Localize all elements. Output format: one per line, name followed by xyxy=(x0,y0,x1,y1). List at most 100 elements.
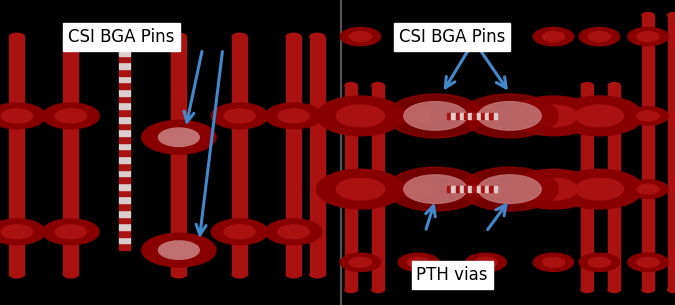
Bar xyxy=(119,211,130,217)
Circle shape xyxy=(637,32,659,42)
Circle shape xyxy=(628,27,668,46)
Circle shape xyxy=(63,271,78,278)
Bar xyxy=(642,15,654,290)
Circle shape xyxy=(642,13,654,18)
Circle shape xyxy=(404,175,467,203)
Circle shape xyxy=(310,271,325,278)
Bar xyxy=(477,186,481,192)
Circle shape xyxy=(404,102,467,130)
Circle shape xyxy=(265,219,322,245)
Bar xyxy=(464,186,468,192)
Circle shape xyxy=(350,32,371,42)
Bar xyxy=(489,113,493,119)
Circle shape xyxy=(55,225,86,239)
Circle shape xyxy=(628,253,668,271)
Circle shape xyxy=(628,107,668,125)
Circle shape xyxy=(336,105,385,127)
Circle shape xyxy=(286,271,301,278)
Circle shape xyxy=(63,33,78,40)
Circle shape xyxy=(581,287,593,292)
Circle shape xyxy=(408,111,429,121)
Bar xyxy=(481,186,485,192)
Circle shape xyxy=(588,32,610,42)
Circle shape xyxy=(43,103,99,129)
Circle shape xyxy=(171,33,186,40)
Circle shape xyxy=(345,287,357,292)
Bar xyxy=(119,137,130,143)
Circle shape xyxy=(211,219,268,245)
Circle shape xyxy=(475,111,497,121)
Circle shape xyxy=(224,109,255,123)
Bar xyxy=(608,85,620,290)
Bar xyxy=(119,184,130,190)
Circle shape xyxy=(575,105,624,127)
Bar xyxy=(119,170,130,176)
Circle shape xyxy=(556,169,643,209)
Circle shape xyxy=(529,178,578,200)
Bar xyxy=(468,186,472,192)
Bar xyxy=(119,238,130,243)
Circle shape xyxy=(510,96,597,136)
Bar xyxy=(485,113,489,119)
Bar xyxy=(119,110,130,116)
Bar xyxy=(493,113,497,119)
Circle shape xyxy=(159,241,199,259)
Circle shape xyxy=(398,253,439,271)
Circle shape xyxy=(0,103,45,129)
Circle shape xyxy=(387,94,484,138)
Circle shape xyxy=(43,219,99,245)
Circle shape xyxy=(224,225,255,239)
Circle shape xyxy=(336,178,385,200)
Circle shape xyxy=(350,257,371,267)
Circle shape xyxy=(310,33,325,40)
Bar xyxy=(119,231,130,237)
Circle shape xyxy=(398,180,439,198)
Circle shape xyxy=(668,13,675,18)
Bar xyxy=(119,224,130,230)
Circle shape xyxy=(171,271,186,278)
Circle shape xyxy=(0,219,45,245)
Circle shape xyxy=(9,33,24,40)
Bar xyxy=(460,113,464,119)
Circle shape xyxy=(579,27,620,46)
Bar xyxy=(581,85,593,290)
Circle shape xyxy=(637,257,659,267)
Circle shape xyxy=(340,253,381,271)
Circle shape xyxy=(642,287,654,292)
Circle shape xyxy=(510,169,597,209)
Circle shape xyxy=(398,27,439,46)
Circle shape xyxy=(668,287,675,292)
Circle shape xyxy=(278,109,309,123)
Bar xyxy=(119,197,130,203)
Circle shape xyxy=(588,257,610,267)
Bar xyxy=(119,157,130,163)
Circle shape xyxy=(286,33,301,40)
Bar xyxy=(119,90,130,96)
Circle shape xyxy=(556,96,643,136)
Circle shape xyxy=(1,225,32,239)
Circle shape xyxy=(372,83,384,88)
Circle shape xyxy=(478,175,541,203)
Bar xyxy=(119,191,130,196)
Bar xyxy=(119,83,130,89)
Bar xyxy=(468,113,472,119)
Circle shape xyxy=(628,180,668,198)
Circle shape xyxy=(475,257,497,267)
Circle shape xyxy=(142,233,216,267)
Circle shape xyxy=(478,102,541,130)
Circle shape xyxy=(466,253,506,271)
Circle shape xyxy=(575,178,624,200)
Bar xyxy=(119,164,130,170)
Circle shape xyxy=(387,167,484,211)
Bar xyxy=(456,113,459,119)
Bar xyxy=(286,37,301,274)
Bar xyxy=(493,186,497,192)
Circle shape xyxy=(466,107,506,125)
Bar xyxy=(668,15,675,290)
Circle shape xyxy=(529,105,578,127)
Circle shape xyxy=(461,167,558,211)
Circle shape xyxy=(533,253,574,271)
Bar xyxy=(460,186,464,192)
Bar xyxy=(452,113,455,119)
Circle shape xyxy=(340,27,381,46)
